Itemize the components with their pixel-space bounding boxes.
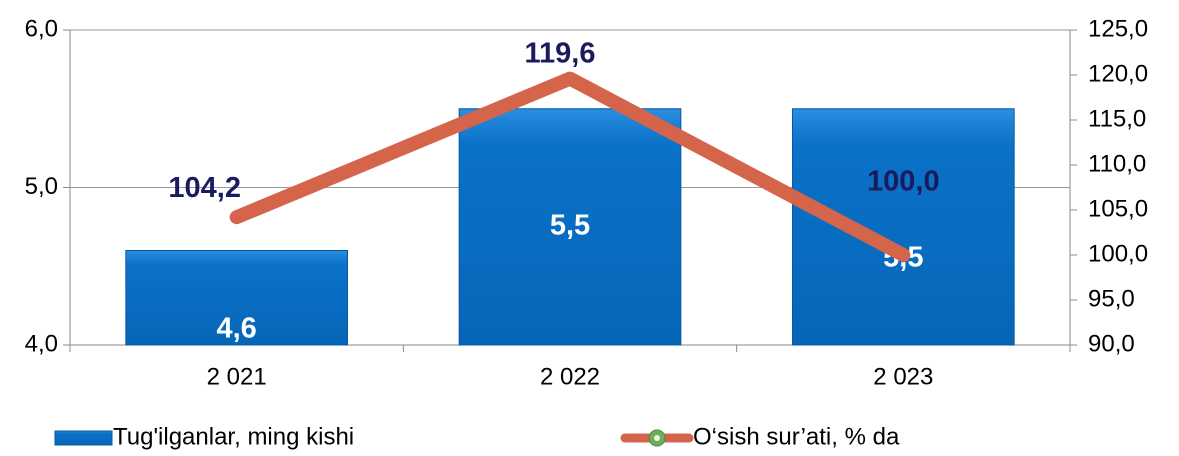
line	[229, 71, 911, 262]
legend-label: Tug'ilganlar, ming kishi	[113, 423, 354, 450]
y-tick-label: 6,0	[25, 15, 58, 42]
y2-tick-label: 125,0	[1088, 15, 1148, 42]
y2-tick-label: 120,0	[1088, 60, 1148, 87]
bar	[458, 108, 682, 346]
bar-value-label: 5,5	[550, 210, 590, 242]
y2-tick-label: 95,0	[1088, 285, 1135, 312]
x-tick-label: 2 023	[873, 363, 933, 390]
y2-tick-label: 115,0	[1088, 105, 1146, 132]
y2-tick-label: 110,0	[1088, 150, 1146, 177]
bar-value-label: 4,6	[217, 312, 257, 344]
line-value-label: 104,2	[168, 172, 241, 204]
y2-tick-label: 105,0	[1088, 195, 1148, 222]
bar	[792, 108, 1015, 346]
line-value-label: 100,0	[867, 166, 940, 198]
x-tick-label: 2 021	[207, 363, 267, 390]
x-tick-label: 2 022	[540, 363, 600, 390]
legend-marker-dot	[654, 435, 660, 441]
y-tick-label: 4,0	[25, 330, 58, 357]
legend-swatch	[54, 430, 113, 446]
legend-label: O‘sish sur’ati, % da	[693, 423, 900, 450]
line-value-label: 119,6	[525, 37, 596, 69]
y2-tick-label: 100,0	[1088, 240, 1148, 267]
bar	[125, 250, 349, 346]
y2-tick-label: 90,0	[1088, 330, 1135, 357]
y-tick-label: 5,0	[25, 173, 58, 200]
